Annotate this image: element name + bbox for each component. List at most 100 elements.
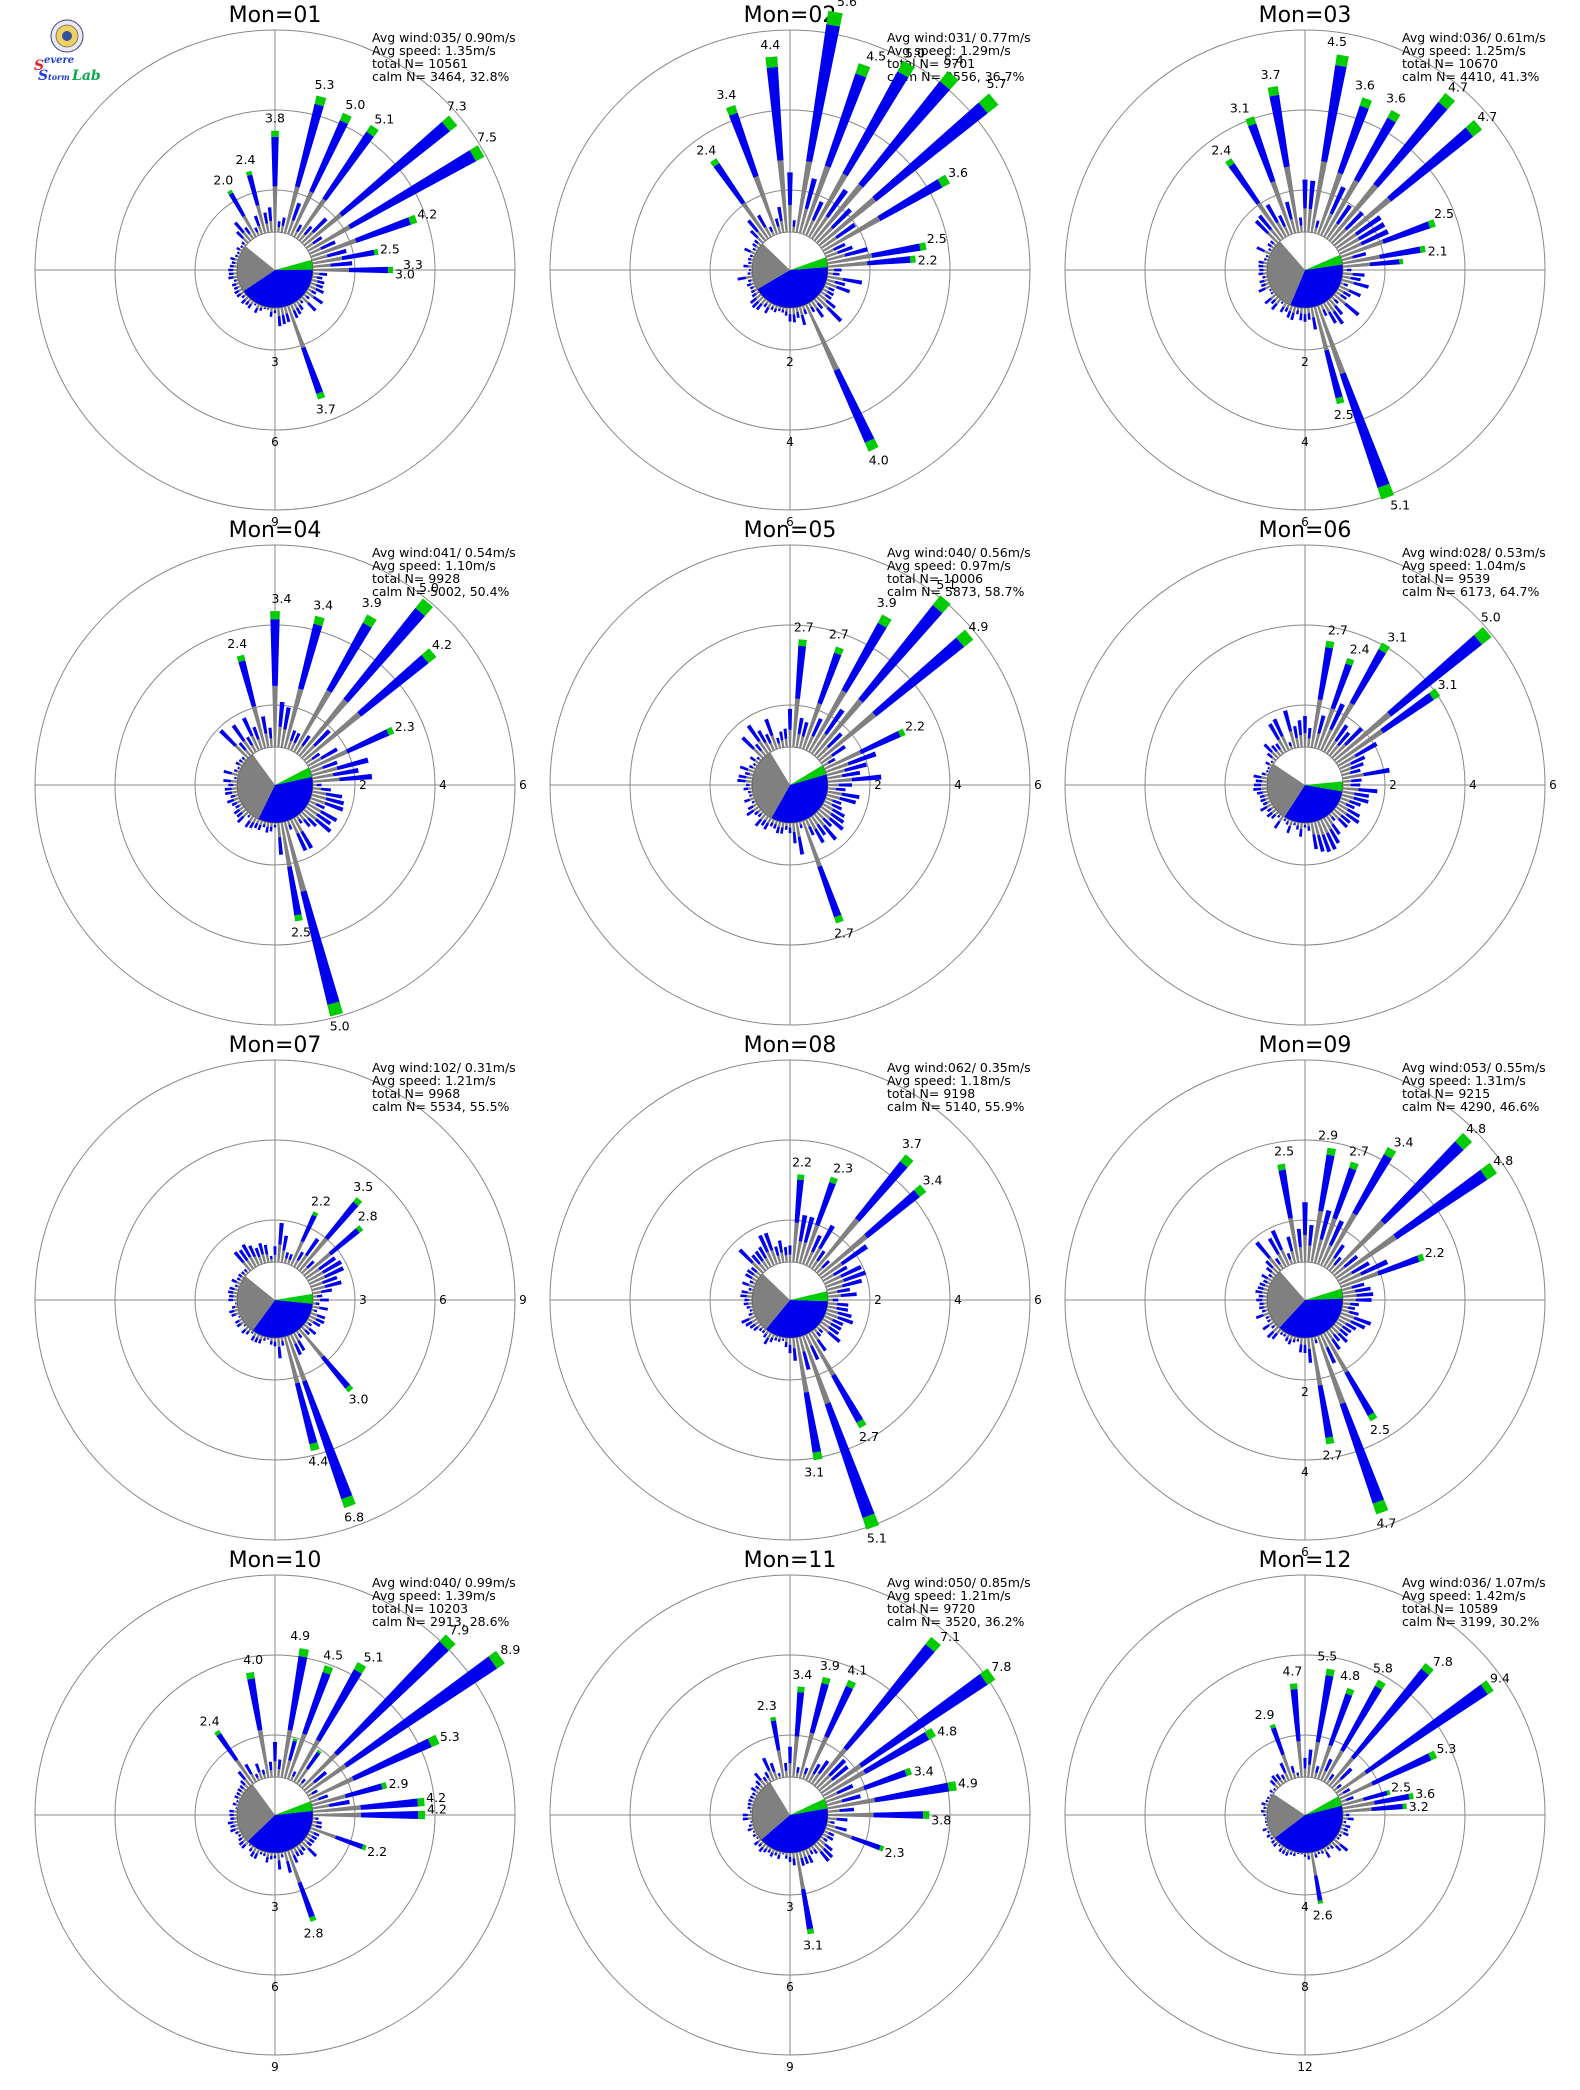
bar-segment-blue [1351,1282,1365,1289]
bar-segment-blue [277,221,281,228]
bar-segment-gray [1313,306,1329,351]
bar-segment-gray [244,1323,247,1326]
bar-segment-gray [293,1332,300,1342]
bar-segment-gray [805,818,811,827]
bar-segment-blue [811,717,823,737]
bar-segment-blue [306,1260,315,1269]
bar-segment-blue [315,1669,362,1742]
bar-segment-gray [1342,1817,1348,1820]
bar-segment-blue [762,1776,768,1782]
bar-segment-gray [234,1287,239,1292]
bar-segment-blue [1260,798,1266,803]
bar-segment-blue [1345,1796,1354,1802]
bar-segment-gray [312,1298,321,1302]
bar-segment-blue [1328,1693,1353,1747]
bar-segment-green [797,1686,805,1693]
bar-value-label: 2.9 [1318,1128,1338,1143]
bar-segment-gray [1340,239,1384,259]
bar-segment-blue [287,866,302,916]
bar-segment-gray [250,1845,255,1850]
bar-segment-blue [1284,1336,1289,1342]
bar-segment-blue [228,192,246,218]
bar-segment-gray [751,793,754,797]
bar-value-label: 2.7 [834,925,854,940]
bar-segment-blue [341,249,375,261]
bar-segment-green [797,1174,805,1181]
bar-segment-green [956,629,974,647]
bar-segment-gray [1303,307,1307,315]
bar-segment-blue [1350,755,1366,765]
bar-segment-gray [757,242,762,247]
bar-segment-green [442,115,458,132]
hub-sector-blue [243,269,313,309]
bar-segment-blue [1269,94,1290,168]
bar-segment-blue [1352,251,1367,259]
bar-segment-blue [828,1758,847,1777]
bar-segment-blue [226,798,235,804]
bar-segment-gray [1331,811,1340,820]
avg-speed-stat: Avg speed: 1.10m/s [372,558,496,573]
avg-speed-stat: Avg speed: 0.97m/s [887,558,1011,573]
bar-segment-gray [1328,1757,1355,1787]
bar-segment-gray [1342,1305,1349,1309]
bar-segment-gray [239,1278,243,1282]
bar-value-label: 3.1 [803,1938,823,1953]
bar-segment-gray [1289,745,1294,750]
bar-segment-blue [1303,1344,1307,1354]
bar-segment-blue [259,307,263,312]
bar-segment-blue [322,760,338,770]
rose-title: Mon=09 [1259,1033,1352,1058]
bar-segment-blue [360,1810,419,1820]
bar-segment-gray [751,1276,758,1282]
bar-segment-gray [301,744,316,759]
bar-segment-blue [1255,1289,1263,1294]
bar-segment-gray [235,1311,240,1316]
bar-segment-gray [235,281,240,286]
bar-segment-gray [810,1845,816,1851]
bar-segment-blue [241,756,245,761]
bar-segment-gray [1277,738,1287,753]
bar-segment-gray [805,735,815,752]
bar-segment-blue [745,1320,753,1327]
bar-value-label: 5.8 [1373,1660,1393,1675]
bar-segment-blue [328,1799,350,1807]
bar-segment-blue [1321,834,1332,853]
bar-segment-blue [802,1351,811,1371]
bar-segment-blue [234,1795,239,1799]
bar-segment-blue [1308,180,1316,210]
bar-segment-gray [233,796,240,802]
bar-segment-gray [240,1275,245,1280]
bar-segment-gray [1307,1337,1311,1350]
bar-segment-gray [298,698,349,757]
bar-segment-gray [236,278,239,282]
bar-segment-gray [823,248,835,255]
bar-segment-blue [840,1264,862,1278]
bar-segment-blue [313,729,331,747]
bar-segment-blue [1352,1154,1392,1216]
bar-segment-gray [827,777,852,783]
bar-segment-blue [236,811,243,818]
bar-segment-green [855,63,871,78]
bar-segment-gray [235,1759,255,1785]
bar-segment-gray [781,307,785,310]
bar-segment-gray [777,743,782,749]
bar-segment-blue [266,308,270,310]
bar-segment-gray [1270,1794,1273,1797]
bar-segment-blue [833,368,875,443]
bar-segment-blue [764,306,770,314]
bar-segment-green [1335,396,1345,405]
bar-segment-gray [1323,1332,1349,1374]
bar-segment-blue [1289,1852,1293,1855]
bar-segment-blue [1324,1758,1333,1772]
bar-segment-gray [1266,1820,1268,1823]
bar-segment-green [864,438,879,452]
bar-segment-blue [1318,1154,1335,1212]
bar-segment-gray [808,1773,815,1783]
radial-tick-label: 6 [1301,515,1309,529]
bar-segment-blue [1275,743,1282,751]
bar-segment-gray [236,800,242,804]
bar-segment-gray [1333,293,1346,305]
